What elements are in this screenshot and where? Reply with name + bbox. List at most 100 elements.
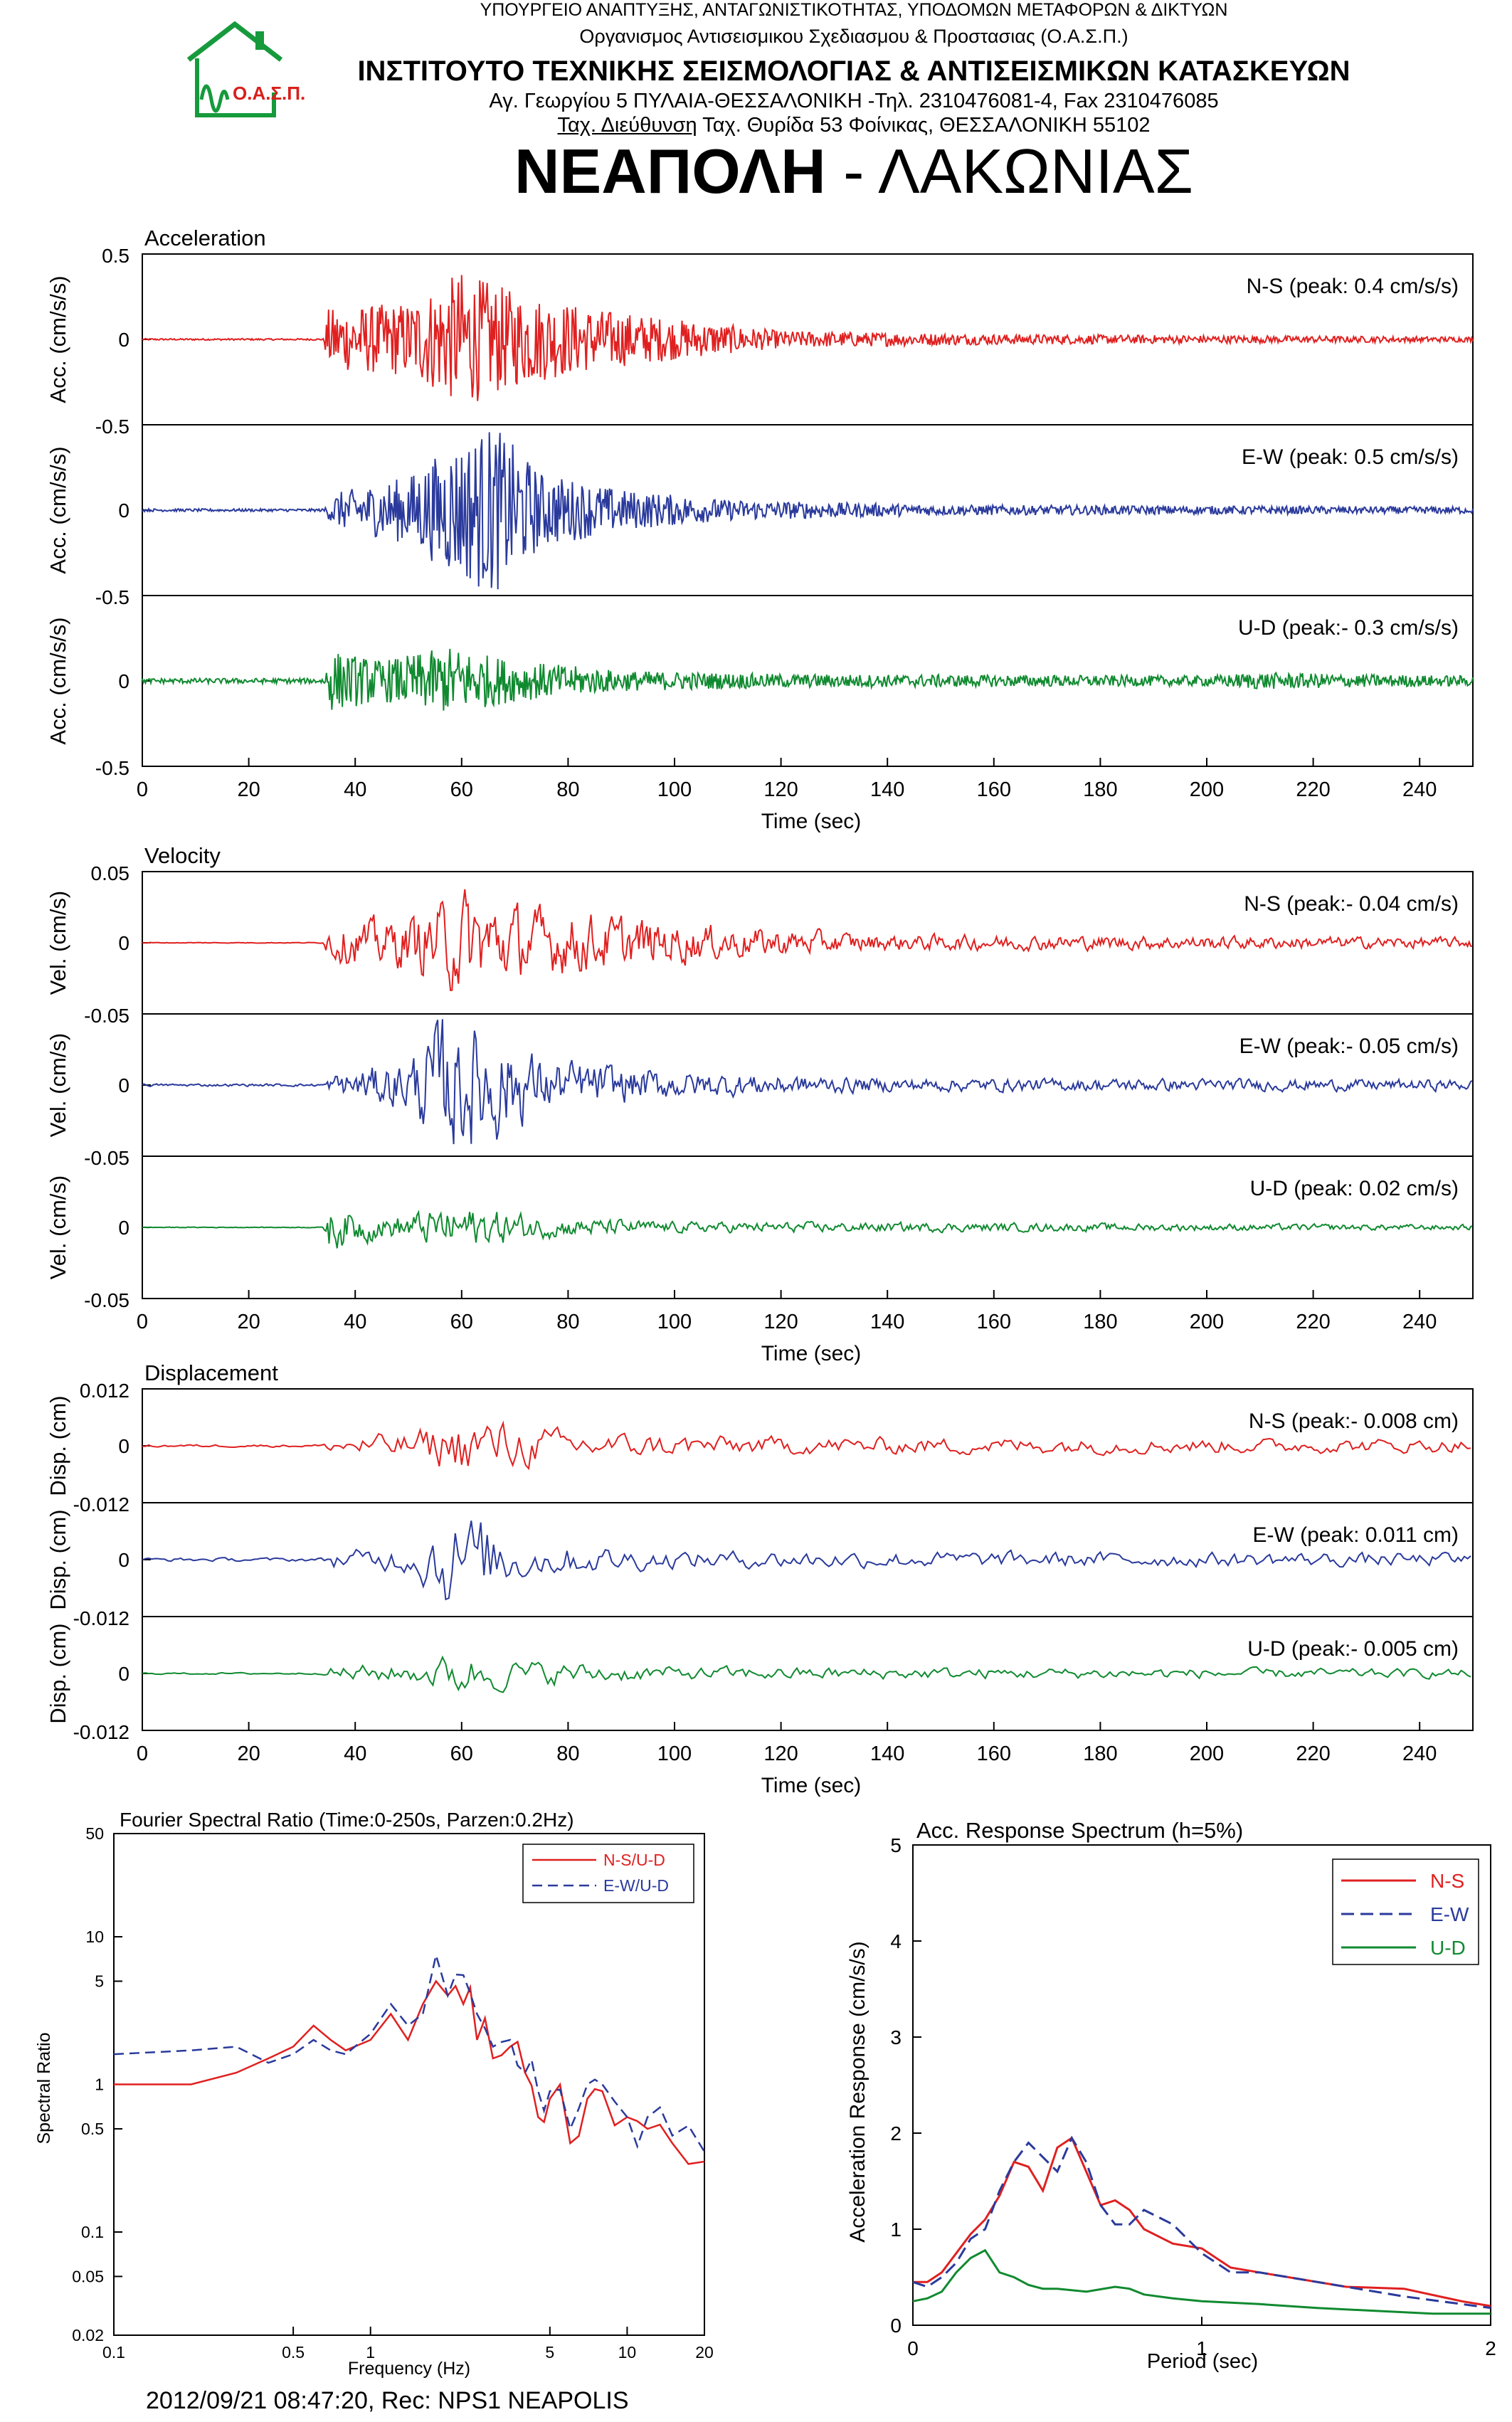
velocity-series-2 — [142, 1210, 1473, 1249]
displacement-ytick-label: 0 — [118, 1663, 129, 1685]
acceleration-series-label: U-D (peak:- 0.3 cm/s/s) — [1238, 616, 1459, 640]
acceleration-ytick-label: 0 — [118, 499, 129, 522]
header: Ο.Α.Σ.Π. ΥΠΟΥΡΓΕΙΟ ΑΝΑΠΤΥΞΗΣ, ΑΝΤΑΓΩΝΙΣΤ… — [0, 0, 1512, 213]
displacement-series-0 — [142, 1420, 1471, 1471]
acceleration-xtick-label: 200 — [1190, 778, 1224, 801]
fourier-ylabel: Spectral Ratio — [34, 2032, 54, 2144]
acceleration-ytick-label: -0.5 — [95, 757, 129, 779]
response-xlabel: Period (sec) — [1147, 2350, 1258, 2373]
velocity-xtick-label: 100 — [657, 1311, 692, 1333]
displacement-ytick-label: -0.012 — [73, 1607, 129, 1629]
displacement-series-2 — [142, 1655, 1471, 1693]
record-footer: 2012/09/21 08:47:20, Rec: NPS1 NEAPOLIS — [146, 2387, 629, 2414]
response-xtick-label: 0 — [907, 2337, 919, 2359]
displacement-ytick-label: 0.012 — [80, 1380, 129, 1402]
fourier-series-1 — [113, 1955, 706, 2152]
velocity-series-0 — [142, 889, 1473, 991]
response-series-0 — [913, 2136, 1491, 2307]
fourier-xtick-label: 10 — [618, 2343, 637, 2362]
acceleration-ylabel: Acc. (cm/s/s) — [46, 275, 70, 403]
velocity-series-label: U-D (peak: 0.02 cm/s) — [1250, 1177, 1459, 1200]
displacement-xtick-label: 240 — [1402, 1743, 1437, 1765]
acceleration-xtick-label: 60 — [450, 778, 473, 801]
acceleration-ytick-label: -0.5 — [95, 416, 129, 438]
displacement-series-label: U-D (peak:- 0.005 cm) — [1247, 1637, 1459, 1661]
fourier-xtick-label: 5 — [545, 2343, 554, 2362]
fourier-legend — [522, 1844, 694, 1903]
displacement-xtick-label: 220 — [1296, 1743, 1330, 1765]
acceleration-xlabel: Time (sec) — [761, 810, 862, 833]
ministry-line: ΥΠΟΥΡΓΕΙΟ ΑΝΑΠΤΥΞΗΣ, ΑΝΤΑΓΩΝΙΣΤΙΚΟΤΗΤΑΣ,… — [480, 0, 1228, 20]
velocity-xtick-label: 240 — [1402, 1311, 1437, 1333]
response-ytick-label: 2 — [890, 2122, 902, 2145]
velocity-ytick-label: 0 — [118, 932, 129, 954]
velocity-ytick-label: 0 — [118, 1217, 129, 1239]
fourier-ytick-label: 50 — [85, 1824, 104, 1843]
response-ytick-label: 0 — [890, 2315, 902, 2337]
velocity-xtick-label: 0 — [137, 1311, 148, 1333]
acceleration-ytick-label: -0.5 — [95, 586, 129, 608]
velocity-ytick-label: 0.05 — [91, 862, 130, 884]
acceleration-title: Acceleration — [144, 226, 266, 250]
response-xtick-label: 2 — [1485, 2337, 1496, 2359]
displacement-xlabel: Time (sec) — [761, 1774, 862, 1797]
displacement-ytick-label: -0.012 — [73, 1493, 129, 1516]
displacement-ylabel: Disp. (cm) — [46, 1509, 70, 1609]
response-legend-label: N-S — [1430, 1870, 1464, 1892]
fourier-xtick-label: 1 — [366, 2343, 375, 2362]
displacement-ytick-label: 0 — [118, 1435, 129, 1457]
fourier-xlabel: Frequency (Hz) — [348, 2359, 470, 2379]
displacement-ylabel: Disp. (cm) — [46, 1623, 70, 1723]
velocity-xtick-label: 40 — [344, 1311, 366, 1333]
response-ylabel: Acceleration Response (cm/s/s) — [846, 1941, 869, 2243]
velocity-xtick-label: 200 — [1190, 1311, 1224, 1333]
response-ytick-label: 4 — [890, 1930, 902, 1952]
acceleration-series-label: E-W (peak: 0.5 cm/s/s) — [1242, 445, 1459, 469]
postal-address-label: Ταχ. Διεύθυνση — [557, 114, 697, 137]
velocity-series-1 — [142, 1019, 1473, 1145]
acceleration-xtick-label: 160 — [977, 778, 1011, 801]
displacement-series-label: E-W (peak: 0.011 cm) — [1252, 1523, 1459, 1547]
displacement-xtick-label: 100 — [657, 1743, 692, 1765]
velocity-ytick-label: 0 — [118, 1074, 129, 1096]
response-ytick-label: 1 — [890, 2219, 902, 2241]
velocity-ytick-label: -0.05 — [84, 1005, 129, 1027]
fourier-ytick-label: 0.5 — [81, 2120, 104, 2138]
velocity-xtick-label: 180 — [1083, 1311, 1117, 1333]
displacement-xtick-label: 80 — [556, 1743, 579, 1765]
institute-title: ΙΝΣΤΙΤΟΥΤΟ ΤΕΧΝΙΚΗΣ ΣΕΙΣΜΟΛΟΓΙΑΣ & ΑΝΤΙΣ… — [357, 55, 1350, 87]
velocity-xtick-label: 220 — [1296, 1311, 1330, 1333]
response-series-1 — [912, 2135, 1491, 2310]
displacement-ytick-label: 0 — [118, 1549, 129, 1571]
acceleration-series-1 — [142, 432, 1474, 590]
response-title: Acc. Response Spectrum (h=5%) — [916, 1818, 1243, 1843]
response-legend-label: U-D — [1430, 1937, 1466, 1959]
velocity-ylabel: Vel. (cm/s) — [46, 1033, 70, 1137]
velocity-xtick-label: 120 — [763, 1311, 798, 1333]
fourier-legend-label: N-S/U-D — [603, 1851, 665, 1869]
displacement-xtick-label: 160 — [977, 1743, 1011, 1765]
displacement-series-label: N-S (peak:- 0.008 cm) — [1249, 1410, 1459, 1433]
displacement-xtick-label: 0 — [137, 1743, 148, 1765]
velocity-frame — [142, 871, 1474, 1299]
displacement-series-1 — [142, 1521, 1471, 1601]
fourier-series-0 — [114, 1979, 705, 2165]
velocity-ytick-label: -0.05 — [84, 1289, 129, 1311]
response-series-2 — [912, 2248, 1491, 2315]
fourier-ytick-label: 0.02 — [72, 2326, 104, 2344]
acceleration-xtick-label: 120 — [763, 778, 798, 801]
response-legend-label: E-W — [1430, 1903, 1469, 1925]
fourier-ytick-label: 0.05 — [72, 2267, 104, 2285]
velocity-xtick-label: 60 — [450, 1311, 473, 1333]
velocity-xtick-label: 20 — [237, 1311, 260, 1333]
station-title: ΝΕΑΠΟΛΗ - ΛΑΚΩΝΙΑΣ — [327, 135, 1380, 208]
response-xtick-label: 1 — [1196, 2337, 1207, 2359]
organization-line: Οργανισμος Αντισεισμικου Σχεδιασμου & Πρ… — [579, 26, 1128, 47]
station-name: ΝΕΑΠΟΛΗ — [514, 136, 826, 206]
postal-address: Ταχ. Θυρίδα 53 Φοίνικας, ΘΕΣΣΑΛΟΝΙΚΗ 551… — [697, 114, 1151, 137]
fourier-xtick-label: 0.5 — [282, 2343, 305, 2362]
fourier-ytick-label: 5 — [95, 1972, 104, 1990]
displacement-xtick-label: 60 — [450, 1743, 473, 1765]
acceleration-series-label: N-S (peak: 0.4 cm/s/s) — [1247, 275, 1459, 298]
